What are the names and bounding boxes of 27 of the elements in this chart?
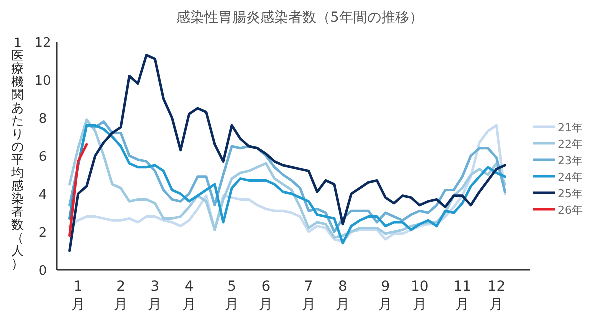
legend-label: 26年: [558, 204, 583, 217]
title: 感染性胃腸炎感染者数（5年間の推移）: [176, 10, 424, 26]
x-tick-label: 10月: [410, 279, 429, 313]
y-tick-label: 12: [34, 36, 52, 51]
y-tick-label: 8: [38, 112, 48, 127]
x-tick-label: 7月: [302, 279, 316, 313]
x-tick-label: 3月: [148, 279, 162, 313]
x-tick-label: 6月: [259, 279, 274, 313]
x-tick-label: 1月: [71, 279, 86, 313]
y-tick-label: 10: [34, 74, 52, 89]
x-tick-label: 8月: [336, 279, 350, 313]
y-tick-label: 4: [38, 188, 48, 203]
y-tick-label: 6: [38, 150, 48, 165]
y-tick-label: 0: [38, 264, 48, 279]
legend-label: 21年: [558, 122, 583, 134]
x-tick-label: 9月: [378, 279, 393, 313]
y-tick-label: 2: [38, 226, 48, 241]
x-tick-label: 4月: [182, 279, 196, 313]
legend-label: 25年: [558, 188, 583, 200]
x-tick-label: 11月: [454, 279, 472, 313]
x-tick-label: 5月: [225, 279, 240, 313]
ylabel: 1医療機関あたりの平均感染者数（人）: [12, 35, 24, 271]
legend-label: 22年: [558, 138, 583, 151]
legend-label: 24年: [558, 171, 583, 184]
legend-label: 23年: [558, 154, 583, 168]
x-tick-label: 2月: [114, 279, 128, 313]
x-tick-label: 12月: [488, 279, 506, 313]
